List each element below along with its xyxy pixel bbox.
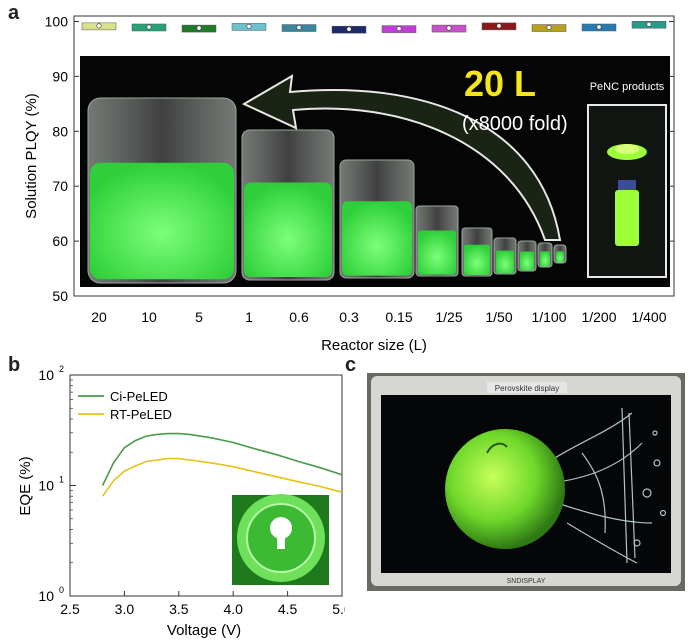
plqy-data-point bbox=[296, 25, 302, 31]
eqe-x-tick-label: 3.5 bbox=[169, 601, 189, 617]
legend-label: Ci-PeLED bbox=[110, 389, 168, 404]
y-tick-label: 80 bbox=[52, 123, 68, 139]
eqe-x-tick-label: 4.0 bbox=[223, 601, 243, 617]
panel-label-b: b bbox=[8, 354, 21, 376]
plqy-data-point bbox=[396, 26, 402, 32]
plqy-data-point bbox=[646, 21, 652, 27]
panel-label-a: a bbox=[8, 2, 20, 24]
plqy-data-point bbox=[146, 24, 152, 30]
eqe-series-line bbox=[101, 457, 343, 497]
eqe-y-tick-exponent: 2 bbox=[59, 364, 64, 374]
eqe-series-line bbox=[101, 432, 343, 486]
legend-label: RT-PeLED bbox=[110, 407, 172, 422]
plqy-chart: 20 L (x8000 fold) PeNC products 50 60 70 80… bbox=[23, 13, 675, 354]
x-tick-label: 0.15 bbox=[385, 309, 412, 325]
x-tick-label: 1/200 bbox=[581, 309, 616, 325]
eqe-x-tick-label: 5.0 bbox=[332, 601, 345, 617]
eqe-y-tick-label: 10 bbox=[38, 478, 54, 494]
eqe-x-tick-label: 3.0 bbox=[115, 601, 135, 617]
y-tick-label: 70 bbox=[52, 178, 68, 194]
x-tick-label: 1/400 bbox=[631, 309, 666, 325]
eqe-y-tick-label: 10 bbox=[38, 367, 54, 383]
y-tick-label: 90 bbox=[52, 68, 68, 84]
apple-image bbox=[445, 429, 565, 549]
x-tick-label: 1 bbox=[245, 309, 253, 325]
x-axis-label: Reactor size (L) bbox=[321, 337, 427, 354]
eqe-x-tick-label: 4.5 bbox=[278, 601, 298, 617]
eqe-y-tick-label: 10 bbox=[38, 588, 54, 604]
x-tick-label: 0.3 bbox=[339, 309, 359, 325]
perovskite-display-photo: Perovskite display SNDISPLAY bbox=[367, 373, 685, 591]
eqe-y-tick-exponent: 1 bbox=[59, 475, 64, 485]
products-inset-label: PeNC products bbox=[590, 81, 665, 93]
x-tick-label: 0.6 bbox=[289, 309, 309, 325]
x-tick-label: 5 bbox=[195, 309, 203, 325]
plqy-data-point bbox=[246, 23, 252, 29]
eqe-x-tick-label: 2.5 bbox=[60, 601, 80, 617]
reactor-photo: 20 L (x8000 fold) PeNC products bbox=[80, 56, 670, 287]
display-top-label: Perovskite display bbox=[495, 384, 559, 393]
eqe-y-axis-label: EQE (%) bbox=[17, 456, 34, 515]
display-brand: SNDISPLAY bbox=[507, 578, 546, 585]
y-tick-label: 50 bbox=[52, 288, 68, 304]
plqy-data-point bbox=[496, 23, 502, 29]
y-tick-label: 100 bbox=[45, 13, 69, 29]
x-tick-label: 1/25 bbox=[435, 309, 462, 325]
eqe-x-axis-label: Voltage (V) bbox=[167, 622, 241, 639]
plot-frame bbox=[73, 15, 675, 297]
panel-label-c: c bbox=[345, 354, 357, 376]
eqe-chart: 10 0 10 1 10 2 2.5 3.0 3.5 4.0 4.5 5.0 Ci-PeLED RT-… bbox=[17, 364, 345, 639]
eqe-y-tick-exponent: 0 bbox=[59, 585, 64, 595]
x-tick-label: 10 bbox=[141, 309, 157, 325]
scale-big-label: 20 L bbox=[464, 63, 536, 104]
x-tick-label: 20 bbox=[91, 309, 107, 325]
x-tick-label: 1/100 bbox=[531, 309, 566, 325]
plqy-data-point bbox=[196, 25, 202, 31]
plqy-data-point bbox=[96, 23, 102, 29]
scale-fold-label: (x8000 fold) bbox=[462, 113, 568, 135]
x-tick-label: 1/50 bbox=[485, 309, 512, 325]
device-photo bbox=[232, 494, 329, 585]
plqy-data-point bbox=[596, 24, 602, 30]
plqy-data-point bbox=[446, 25, 452, 31]
scale-arrow-icon bbox=[241, 74, 562, 241]
plqy-data-point bbox=[546, 25, 552, 31]
y-axis-label: Solution PLQY (%) bbox=[23, 93, 40, 219]
plqy-data-point bbox=[346, 26, 352, 32]
y-tick-label: 60 bbox=[52, 233, 68, 249]
